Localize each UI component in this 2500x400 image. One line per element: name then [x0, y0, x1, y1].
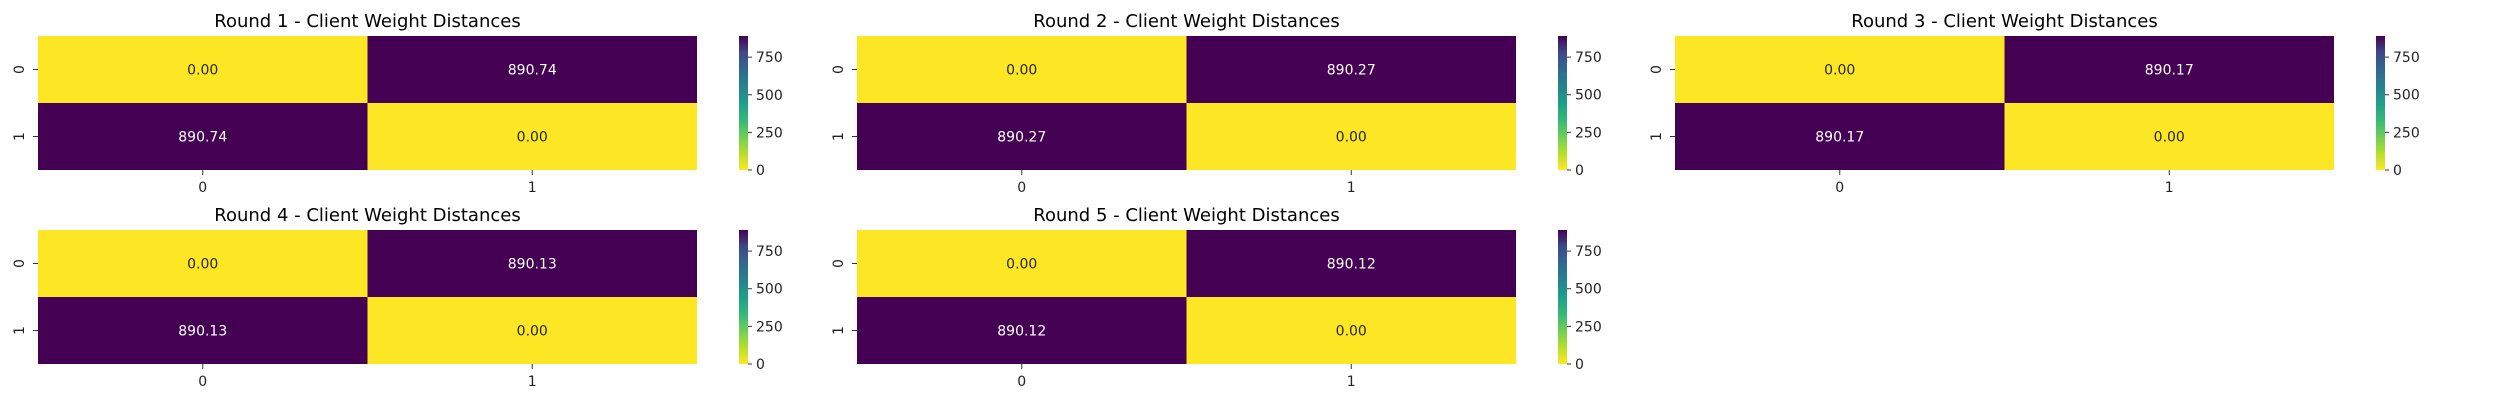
heatmap-panel-5: Round 5 - Client Weight Distances 0.00 890…	[831, 205, 1602, 390]
y-tick-label: 0	[831, 65, 847, 74]
x-tick-label: 1	[1347, 180, 1356, 196]
x-tick-label: 1	[1347, 374, 1356, 390]
heatmap-cell-r1-c1	[367, 103, 697, 170]
heatmap-cell-r0-c0	[857, 230, 1187, 297]
heatmap-cell-r0-c0	[38, 230, 368, 297]
panel-title: Round 2 - Client Weight Distances	[1033, 11, 1339, 32]
x-tick-label: 1	[528, 374, 537, 390]
colorbar-tick-label: 250	[1575, 319, 1602, 335]
heatmap-cell-r1-c0	[38, 103, 368, 170]
heatmap-cell-r1-c0	[1675, 103, 2005, 170]
cell-value-label: 890.74	[178, 130, 227, 146]
x-tick-label: 0	[1835, 180, 1844, 196]
heatmap-cell-r0-c1	[1186, 230, 1516, 297]
y-tick-label: 0	[1649, 65, 1665, 74]
heatmap-cell-r0-c1	[367, 230, 697, 297]
cell-value-label: 890.12	[1327, 257, 1376, 273]
y-tick-label: 0	[831, 259, 847, 268]
heatmap-cell-r1-c1	[367, 297, 697, 364]
heatmap-cell-r1-c0	[857, 297, 1187, 364]
heatmap-panel-1: Round 1 - Client Weight Distances 0.00 890…	[12, 11, 783, 196]
colorbar-tick-label: 500	[2393, 88, 2420, 104]
cell-value-label: 890.27	[1327, 63, 1376, 79]
cell-value-label: 0.00	[517, 324, 548, 340]
heatmap-panel-2: Round 2 - Client Weight Distances 0.00 890…	[831, 11, 1602, 196]
cell-value-label: 0.00	[187, 63, 218, 79]
x-tick-label: 1	[528, 180, 537, 196]
colorbar	[1558, 36, 1567, 170]
cell-value-label: 0.00	[1006, 63, 1037, 79]
colorbar-tick-label: 0	[1575, 357, 1584, 373]
colorbar-tick-label: 750	[1575, 50, 1602, 66]
x-tick-label: 1	[2165, 180, 2174, 196]
heatmap-panel-4: Round 4 - Client Weight Distances 0.00 890…	[12, 205, 783, 390]
colorbar-tick-label: 0	[756, 357, 765, 373]
colorbar	[739, 230, 748, 364]
cell-value-label: 0.00	[1336, 324, 1367, 340]
colorbar-tick-label: 0	[756, 163, 765, 179]
colorbar-tick-label: 500	[1575, 88, 1602, 104]
panel-title: Round 3 - Client Weight Distances	[1851, 11, 2157, 32]
colorbar-tick-label: 750	[1575, 244, 1602, 260]
cell-value-label: 890.17	[2145, 63, 2194, 79]
cell-value-label: 890.74	[508, 63, 557, 79]
cell-value-label: 890.12	[997, 324, 1046, 340]
cell-value-label: 0.00	[1824, 63, 1855, 79]
colorbar-tick-label: 500	[1575, 282, 1602, 298]
y-tick-label: 0	[12, 259, 28, 268]
heatmap-cell-r0-c0	[1675, 36, 2005, 103]
cell-value-label: 0.00	[2154, 130, 2185, 146]
heatmap-cell-r0-c1	[2004, 36, 2334, 103]
y-tick-label: 1	[1649, 132, 1665, 141]
heatmap-cell-r0-c1	[1186, 36, 1516, 103]
colorbar-tick-label: 500	[756, 88, 783, 104]
heatmap-cell-r1-c0	[38, 297, 368, 364]
heatmap-cell-r1-c1	[1186, 297, 1516, 364]
colorbar-tick-label: 0	[1575, 163, 1584, 179]
x-tick-label: 0	[1017, 180, 1026, 196]
y-tick-label: 1	[12, 326, 28, 335]
heatmap-panels: Round 1 - Client Weight Distances 0.00 890…	[12, 11, 2420, 390]
colorbar-tick-label: 250	[2393, 125, 2420, 141]
colorbar-tick-label: 750	[2393, 50, 2420, 66]
panel-title: Round 1 - Client Weight Distances	[214, 11, 520, 32]
heatmap-panel-3: Round 3 - Client Weight Distances 0.00 890…	[1649, 11, 2420, 196]
y-tick-label: 0	[12, 65, 28, 74]
cell-value-label: 0.00	[187, 257, 218, 273]
cell-value-label: 890.13	[508, 257, 557, 273]
x-tick-label: 0	[1017, 374, 1026, 390]
heatmap-cell-r1-c1	[1186, 103, 1516, 170]
cell-value-label: 0.00	[517, 130, 548, 146]
heatmap-cell-r0-c0	[38, 36, 368, 103]
colorbar-tick-label: 250	[756, 319, 783, 335]
cell-value-label: 890.17	[1815, 130, 1864, 146]
panel-title: Round 4 - Client Weight Distances	[214, 205, 520, 226]
colorbar-tick-label: 750	[756, 50, 783, 66]
y-tick-label: 1	[831, 132, 847, 141]
y-tick-label: 1	[831, 326, 847, 335]
colorbar-tick-label: 250	[1575, 125, 1602, 141]
cell-value-label: 0.00	[1336, 130, 1367, 146]
colorbar-tick-label: 750	[756, 244, 783, 260]
cell-value-label: 0.00	[1006, 257, 1037, 273]
colorbar-tick-label: 0	[2393, 163, 2402, 179]
colorbar-tick-label: 500	[756, 282, 783, 298]
cell-value-label: 890.27	[997, 130, 1046, 146]
cell-value-label: 890.13	[178, 324, 227, 340]
x-tick-label: 0	[198, 374, 207, 390]
y-tick-label: 1	[12, 132, 28, 141]
heatmap-cell-r0-c0	[857, 36, 1187, 103]
heatmap-cell-r1-c0	[857, 103, 1187, 170]
colorbar	[1558, 230, 1567, 364]
colorbar-tick-label: 250	[756, 125, 783, 141]
colorbar	[2376, 36, 2385, 170]
colorbar	[739, 36, 748, 170]
heatmap-cell-r1-c1	[2004, 103, 2334, 170]
panel-title: Round 5 - Client Weight Distances	[1033, 205, 1339, 226]
heatmap-cell-r0-c1	[367, 36, 697, 103]
x-tick-label: 0	[198, 180, 207, 196]
